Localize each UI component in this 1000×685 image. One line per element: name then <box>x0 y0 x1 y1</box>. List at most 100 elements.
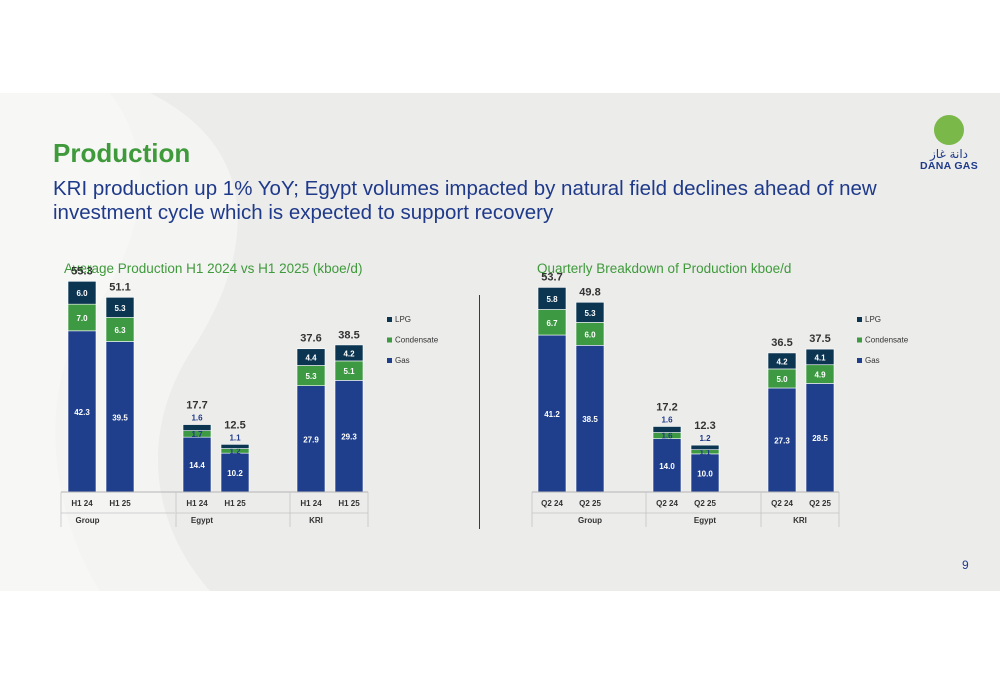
data-label-lpg-3: 1.1 <box>229 433 241 442</box>
data-label-lpg-5: 4.1 <box>814 353 826 362</box>
bar-segment-lpg-4 <box>296 348 326 366</box>
data-label-lpg-0: 6.0 <box>76 289 88 298</box>
bar-segment-lpg-3 <box>220 444 250 449</box>
bar-segment-condensate-1 <box>105 317 135 342</box>
data-label-condensate-0: 7.0 <box>76 314 88 323</box>
x-tick-label-0: H1 24 <box>71 499 93 508</box>
bar-segment-gas-2 <box>182 436 212 493</box>
total-label-5: 37.5 <box>809 333 830 345</box>
x-tick-label-5: H1 25 <box>338 499 360 508</box>
bar-segment-lpg-0 <box>537 287 567 310</box>
legend-label-lpg: LPG <box>865 315 881 324</box>
group-label-2: KRI <box>309 516 323 525</box>
data-label-lpg-2: 1.6 <box>661 415 673 424</box>
data-label-gas-5: 29.3 <box>341 433 357 442</box>
total-label-4: 37.6 <box>300 333 321 345</box>
data-label-lpg-4: 4.2 <box>776 357 788 366</box>
bar-segment-condensate-0 <box>67 303 97 332</box>
data-label-gas-1: 39.5 <box>112 413 128 422</box>
dana-gas-logo: دانة غاز DANA GAS <box>918 111 980 172</box>
total-label-1: 49.8 <box>579 286 600 298</box>
bar-segment-gas-2 <box>652 438 682 493</box>
legend-swatch-condensate <box>387 337 392 343</box>
x-tick-label-4: H1 24 <box>300 499 322 508</box>
data-label-gas-0: 42.3 <box>74 408 90 417</box>
data-label-condensate-3: 1.2 <box>229 447 241 456</box>
group-label-1: Egypt <box>694 516 717 525</box>
group-label-1: Egypt <box>191 516 214 525</box>
data-label-gas-3: 10.2 <box>227 469 243 478</box>
data-label-condensate-0: 6.7 <box>546 319 558 328</box>
chart-divider <box>479 295 480 529</box>
total-label-2: 17.7 <box>186 400 207 412</box>
legend-swatch-lpg <box>387 317 392 322</box>
data-label-condensate-5: 5.1 <box>343 367 355 376</box>
x-tick-label-2: H1 24 <box>186 499 208 508</box>
total-label-3: 12.5 <box>224 419 245 431</box>
data-label-lpg-2: 1.6 <box>191 414 203 423</box>
page-number: 9 <box>962 558 969 572</box>
data-label-lpg-5: 4.2 <box>343 349 355 358</box>
chart-title-h1: Average Production H1 2024 vs H1 2025 (k… <box>64 261 363 276</box>
bar-segment-gas-1 <box>105 341 135 493</box>
data-label-lpg-1: 5.3 <box>114 304 126 313</box>
x-tick-label-1: Q2 25 <box>579 499 601 508</box>
page-title: Production <box>53 138 191 168</box>
legend-swatch-condensate <box>857 337 862 343</box>
bar-segment-lpg-4 <box>767 352 797 370</box>
data-label-lpg-3: 1.2 <box>699 434 711 443</box>
legend-label-gas: Gas <box>865 356 880 365</box>
h1-production-chart: 42.3 7.0 6.0 55.3 39.5 6.3 5.3 51.1 14.4 1.7 1.6 17… <box>60 265 439 527</box>
bar-segment-lpg-1 <box>105 297 135 318</box>
x-tick-label-1: H1 25 <box>109 499 131 508</box>
data-label-gas-5: 28.5 <box>812 434 828 443</box>
total-label-0: 55.3 <box>71 265 92 277</box>
total-label-3: 12.3 <box>694 420 715 432</box>
x-tick-label-5: Q2 25 <box>809 499 831 508</box>
data-label-condensate-4: 5.0 <box>776 375 788 384</box>
total-label-1: 51.1 <box>109 281 130 293</box>
x-tick-label-0: Q2 24 <box>541 499 563 508</box>
total-label-2: 17.2 <box>656 401 677 413</box>
bar-segment-gas-3 <box>690 453 720 493</box>
quarterly-production-chart: 41.2 6.7 5.8 53.7 38.5 6.0 5.3 49.8 14.0 1.6 1.6 17… <box>531 271 909 527</box>
legend-swatch-gas <box>387 358 392 363</box>
data-label-condensate-1: 6.0 <box>584 330 596 339</box>
total-label-5: 38.5 <box>338 329 359 341</box>
group-label-2: KRI <box>793 516 807 525</box>
data-label-gas-2: 14.0 <box>659 462 675 471</box>
bar-segment-gas-3 <box>220 452 250 493</box>
total-label-0: 53.7 <box>541 271 562 283</box>
bar-segment-gas-0 <box>67 330 97 493</box>
x-tick-label-3: Q2 25 <box>694 499 716 508</box>
data-label-gas-0: 41.2 <box>544 410 560 419</box>
bar-segment-gas-4 <box>767 387 797 493</box>
bar-segment-gas-1 <box>575 345 605 493</box>
total-label-4: 36.5 <box>771 337 792 349</box>
legend-label-condensate: Condensate <box>395 336 439 345</box>
logo-text: DANA GAS <box>919 160 978 172</box>
x-tick-label-3: H1 25 <box>224 499 246 508</box>
bar-segment-lpg-5 <box>334 344 364 362</box>
data-label-lpg-1: 5.3 <box>584 309 596 318</box>
data-label-condensate-2: 1.6 <box>661 432 673 441</box>
bar-segment-lpg-1 <box>575 301 605 323</box>
page-subtitle: KRI production up 1% YoY; Egypt volumes … <box>53 177 877 224</box>
data-label-condensate-3: 1.1 <box>699 448 711 457</box>
slide: Production KRI production up 1% YoY; Egy… <box>0 93 1000 591</box>
bar-segment-condensate-0 <box>537 309 567 336</box>
data-label-gas-4: 27.3 <box>774 436 790 445</box>
chart-title-quarterly: Quarterly Breakdown of Production kboe/d <box>537 261 792 276</box>
data-label-condensate-2: 1.7 <box>191 430 203 439</box>
data-label-gas-1: 38.5 <box>582 415 598 424</box>
data-label-condensate-4: 5.3 <box>305 372 317 381</box>
logo-arabic-text: دانة غاز <box>930 147 968 161</box>
bar-segment-lpg-5 <box>805 348 835 366</box>
bar-segment-lpg-2 <box>182 424 212 431</box>
legend-label-gas: Gas <box>395 356 410 365</box>
x-tick-label-2: Q2 24 <box>656 499 678 508</box>
data-label-gas-4: 27.9 <box>303 435 319 444</box>
data-label-gas-3: 10.0 <box>697 469 713 478</box>
legend-swatch-lpg <box>857 317 862 322</box>
data-label-condensate-1: 6.3 <box>114 326 126 335</box>
